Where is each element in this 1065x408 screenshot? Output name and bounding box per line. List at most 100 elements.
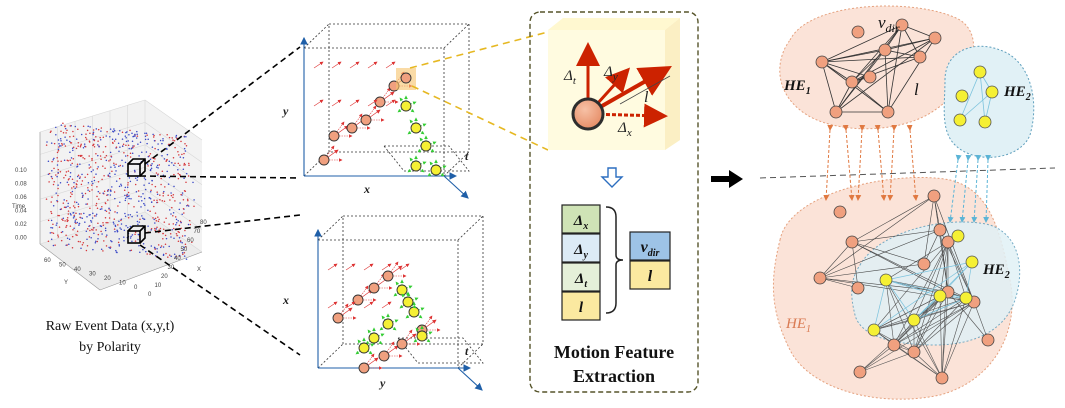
event-point	[134, 233, 136, 236]
event-point	[127, 226, 129, 229]
event-point	[92, 131, 95, 133]
event-point	[124, 212, 126, 215]
event-point	[107, 175, 110, 177]
event-point	[89, 229, 91, 232]
event-point	[87, 186, 89, 189]
event-point	[178, 224, 181, 227]
event-point	[53, 167, 55, 170]
event-point	[99, 139, 102, 141]
event-point	[57, 194, 59, 197]
event-point	[129, 249, 131, 252]
event-point	[149, 168, 152, 171]
y-tick-label: 50	[59, 263, 66, 269]
event-point	[162, 237, 164, 240]
event-point	[186, 204, 188, 207]
event-point	[145, 132, 148, 135]
event-point	[167, 194, 169, 196]
event-point	[95, 213, 98, 216]
event-point	[121, 159, 123, 161]
event-point	[56, 175, 58, 178]
event-point	[91, 180, 93, 183]
event-point	[67, 184, 70, 186]
event-point	[70, 164, 72, 166]
y-tick-label: 40	[74, 267, 81, 273]
event-point	[183, 246, 185, 248]
event-point	[93, 232, 95, 234]
event-point	[55, 192, 57, 194]
event-point	[97, 180, 100, 183]
event-point	[115, 249, 117, 252]
event-point	[173, 139, 176, 142]
event-point	[167, 256, 169, 258]
event-point	[132, 145, 134, 147]
hypergraph-node-orange	[928, 31, 942, 45]
event-point	[115, 163, 117, 166]
event-point	[174, 200, 176, 202]
event-point	[185, 258, 188, 260]
event-point	[111, 186, 113, 188]
event-point	[120, 223, 123, 225]
event-point	[50, 176, 53, 178]
hypergraph-node-orange	[829, 105, 843, 119]
event-point	[184, 243, 187, 245]
event-point	[60, 124, 63, 126]
event-point	[82, 146, 85, 149]
event-point	[97, 237, 99, 240]
event-point	[80, 154, 82, 157]
event-point	[183, 135, 186, 138]
event-point	[186, 198, 189, 201]
event-point	[140, 196, 142, 198]
event-point	[181, 213, 183, 215]
event-point	[162, 194, 164, 197]
event-point	[183, 177, 185, 180]
event-point	[143, 202, 145, 205]
event-point	[137, 223, 139, 226]
event-point	[75, 186, 78, 188]
event-point	[184, 235, 186, 237]
event-point	[47, 173, 50, 175]
event-point	[80, 143, 82, 145]
event-point	[59, 208, 62, 211]
event-point	[89, 214, 91, 216]
event-point	[50, 219, 53, 222]
event-point	[60, 130, 62, 133]
event-point	[72, 229, 74, 231]
event-point	[114, 138, 117, 141]
event-point	[105, 245, 108, 247]
event-point	[163, 190, 165, 193]
event-point	[172, 139, 174, 141]
event-point	[128, 147, 130, 150]
event-point	[61, 231, 64, 233]
event-point	[136, 220, 139, 223]
event-point	[155, 166, 158, 168]
event-point	[136, 133, 138, 135]
event-point	[126, 194, 128, 197]
event-point	[167, 183, 170, 185]
event-point	[87, 125, 89, 128]
event-point	[75, 147, 78, 150]
event-point	[160, 183, 162, 186]
event-point	[76, 166, 78, 168]
event-point	[111, 141, 114, 144]
event-point	[119, 164, 122, 167]
motion-title-line-1: Motion Feature	[554, 342, 674, 362]
event-node-orange	[368, 282, 380, 294]
event-point	[156, 164, 159, 167]
event-point	[94, 241, 97, 244]
event-point	[137, 190, 140, 192]
event-point	[98, 146, 100, 148]
event-node-highlight	[400, 72, 412, 84]
event-point	[91, 184, 93, 186]
event-point	[67, 170, 70, 172]
event-point	[80, 213, 82, 215]
svg-text:l: l	[648, 268, 653, 285]
event-point	[54, 244, 56, 246]
event-point	[50, 210, 52, 213]
event-point	[88, 155, 90, 157]
event-point	[88, 190, 91, 193]
event-point	[148, 182, 150, 185]
event-point	[92, 132, 94, 135]
event-point	[174, 146, 176, 149]
event-point	[81, 180, 84, 182]
event-point	[56, 222, 58, 224]
